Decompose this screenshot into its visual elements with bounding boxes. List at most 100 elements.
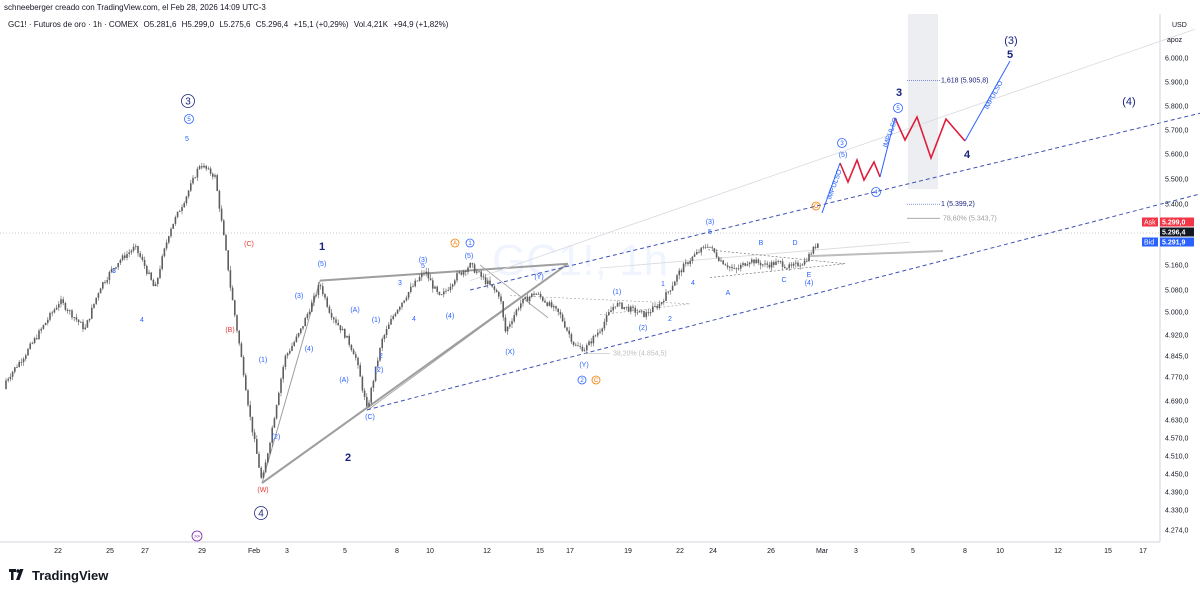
candle (601, 327, 603, 336)
candle (86, 319, 89, 328)
candle (454, 279, 456, 287)
y-tick-label: 5.600,0 (1165, 152, 1188, 159)
candle (779, 260, 782, 264)
candle (557, 308, 559, 316)
candle (713, 247, 716, 254)
circled-wave-A: A (450, 238, 460, 248)
wave-label: (C) (365, 414, 375, 421)
candle (341, 326, 344, 331)
candle (130, 248, 133, 255)
wave-label: C (781, 277, 786, 284)
projection-zone (908, 14, 938, 189)
candle (115, 266, 117, 270)
candle (25, 353, 27, 361)
candle (636, 308, 639, 316)
candle (392, 314, 394, 321)
candle (264, 459, 267, 473)
candle (154, 281, 157, 287)
candle (407, 291, 410, 301)
candle (132, 243, 135, 253)
svg-text:Ask: Ask (1144, 220, 1156, 227)
candle (531, 293, 533, 299)
wave-label: (3) (706, 219, 715, 226)
candle (324, 292, 326, 301)
legend-symbol[interactable]: GC1! · Futuros de oro · 1h · COMEX (8, 20, 139, 29)
candle (119, 258, 122, 265)
candle (500, 293, 502, 305)
candle (319, 283, 322, 290)
candle (95, 297, 97, 306)
candle (658, 300, 661, 310)
candle (152, 278, 155, 287)
candle (773, 260, 775, 268)
candle (73, 316, 75, 322)
candle (242, 355, 245, 378)
triangle-line (366, 263, 569, 411)
candle (702, 245, 705, 250)
candle (799, 262, 801, 270)
x-tick-label: 12 (1054, 548, 1062, 555)
candle (366, 393, 368, 408)
candle (372, 379, 375, 392)
candle (634, 305, 636, 317)
candle (106, 276, 108, 285)
candle (462, 269, 465, 278)
candle (451, 283, 454, 290)
candle (610, 306, 612, 313)
wave-label: (2) (272, 434, 281, 441)
x-tick-label: 3 (854, 548, 858, 555)
projection-path (964, 60, 1011, 142)
candle (405, 295, 408, 302)
legend-close: C5.296,4 (255, 20, 289, 29)
scale-mode-label: apoz (1167, 37, 1183, 44)
y-tick-label: 4.450,0 (1165, 472, 1188, 479)
candle (229, 265, 232, 292)
candle (399, 305, 401, 312)
y-tick-label: 4.920,0 (1165, 333, 1188, 340)
candle (62, 296, 64, 306)
candle (29, 341, 31, 350)
candle (801, 263, 804, 266)
wave-label: (5) (465, 253, 474, 260)
candle (157, 277, 159, 287)
candle (311, 299, 313, 313)
wave-label: (2) (375, 367, 384, 374)
triangle-4-line (707, 249, 846, 265)
candle (196, 166, 199, 181)
wave-label: 4 (140, 317, 144, 324)
candle (740, 263, 742, 272)
tradingview-brand[interactable]: TradingView (32, 568, 109, 583)
candle (126, 250, 128, 261)
candle (363, 388, 366, 401)
candle (141, 254, 144, 262)
candle (5, 378, 7, 390)
candle (117, 262, 119, 270)
candle (777, 259, 779, 264)
ask-price-tag: Ask 5.299,0 (1142, 217, 1194, 227)
candle (249, 400, 251, 421)
y-tick-label: 4.845,0 (1165, 354, 1188, 361)
wave-label: (4) (805, 280, 814, 287)
y-tick-label: 4.274,0 (1165, 528, 1188, 535)
wave-label: (1) (259, 357, 268, 364)
candle (592, 334, 595, 347)
candle (731, 263, 733, 272)
candle (676, 273, 678, 286)
x-tick-label: 15 (1104, 548, 1112, 555)
labels-layer: 3 4 (3) (4) >> 5 5 3 4 (C) (B) (W) (1) (2) 1 2 (5) (3) (4)… (112, 35, 1136, 542)
candle (528, 295, 531, 305)
candle (770, 260, 773, 272)
candle (295, 333, 298, 343)
candle (216, 173, 218, 192)
candle (128, 248, 130, 258)
circled-wave-label: 3 (837, 138, 847, 148)
candle (458, 270, 460, 275)
candle (194, 176, 196, 179)
candle (707, 243, 709, 249)
candle (355, 351, 357, 361)
candle (214, 173, 216, 179)
candle (539, 291, 542, 300)
candle (522, 298, 524, 307)
candle (192, 175, 194, 185)
